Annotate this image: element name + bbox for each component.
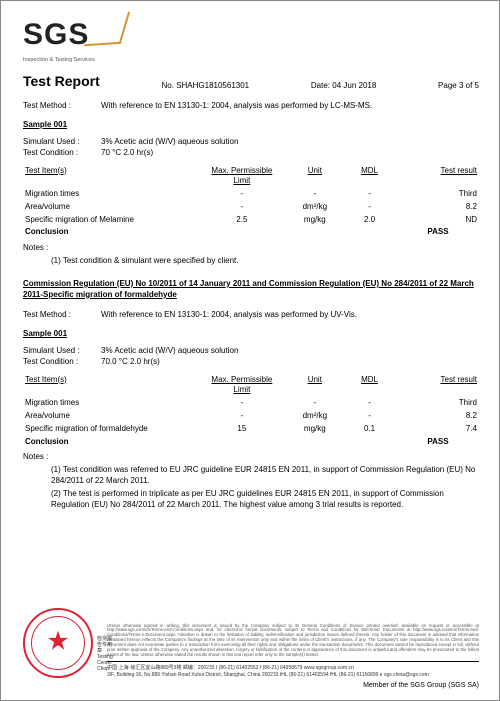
divider <box>107 661 479 662</box>
report-number: No. SHAHG1810561301 <box>162 81 250 92</box>
condition-row: Test Condition : 70 °C 2.0 hr(s) <box>23 148 479 159</box>
simulant-row: Simulant Used : 3% Acetic acid (W/V) aqu… <box>23 137 479 148</box>
report-page: Page 3 of 5 <box>438 81 479 92</box>
disclaimer-text: Unless otherwise agreed in writing, this… <box>107 624 479 659</box>
notes-block-2: Notes : (1) Test condition was referred … <box>23 452 479 510</box>
results-table-2: Test Item(s) Max. PermissibleLimit Unit … <box>23 374 479 449</box>
address-line-1: 中国·上海·徐汇区宜山路889号3楼 邮编：200233 t (86-21) 6… <box>107 665 479 672</box>
report-date: Date: 04 Jun 2018 <box>311 81 376 92</box>
table-row: Area/volume-dm²/kg-8.2 <box>23 201 479 214</box>
table-header-row: Test Item(s) Max. PermissibleLimit Unit … <box>23 165 479 189</box>
address-line-2: 3/F, Building 16, No.889 Yishan Road Xuh… <box>107 672 479 679</box>
report-title: Test Report <box>23 72 100 91</box>
table-row: Area/volume-dm²/kg-8.2 <box>23 410 479 423</box>
section-melamine: Test Method : With reference to EN 13130… <box>23 101 479 267</box>
member-line: Member of the SGS Group (SGS SA) <box>23 681 479 690</box>
table-row: Specific migration of Melamine2.5mg/kg2.… <box>23 214 479 227</box>
table-header-row: Test Item(s) Max. PermissibleLimit Unit … <box>23 374 479 398</box>
logo-subline: Inspection & Testing Services <box>23 57 479 64</box>
sample-id: Sample 001 <box>23 329 479 340</box>
test-method-row: Test Method : With reference to EN 13130… <box>23 310 479 321</box>
conclusion-row: ConclusionPASS <box>23 226 479 239</box>
table-row: Specific migration of formaldehyde15mg/k… <box>23 423 479 436</box>
conclusion-row: ConclusionPASS <box>23 436 479 449</box>
logo-tick-icon <box>84 12 130 46</box>
notes-block-1: Notes : (1) Test condition & simulant we… <box>23 243 479 267</box>
company-seal: ★ 检测报告专用章 Testing Center Chop <box>23 608 93 678</box>
section-formaldehyde: Test Method : With reference to EN 13130… <box>23 310 479 510</box>
note-item: (1) Test condition was referred to EU JR… <box>23 465 479 487</box>
simulant-row: Simulant Used : 3% Acetic acid (W/V) aqu… <box>23 346 479 357</box>
table-row: Migration times---Third <box>23 397 479 410</box>
star-icon: ★ <box>46 624 69 659</box>
condition-row: Test Condition : 70.0 °C 2.0 hr(s) <box>23 357 479 368</box>
table-row: Migration times---Third <box>23 188 479 201</box>
note-item: (1) Test condition & simulant were speci… <box>23 256 479 267</box>
test-report-page: SGS Inspection & Testing Services Test R… <box>0 0 500 701</box>
test-method-row: Test Method : With reference to EN 13130… <box>23 101 479 112</box>
sgs-logo: SGS <box>23 15 133 55</box>
sample-id: Sample 001 <box>23 120 479 131</box>
regulation-title: Commission Regulation (EU) No 10/2011 of… <box>23 279 479 301</box>
note-item: (2) The test is performed in triplicate … <box>23 489 479 511</box>
page-footer: ★ 检测报告专用章 Testing Center Chop Unless oth… <box>23 624 479 691</box>
logo-text: SGS <box>23 18 89 51</box>
report-header: Test Report No. SHAHG1810561301 Date: 04… <box>23 72 479 91</box>
seal-labels: 检测报告专用章 Testing Center Chop <box>97 636 113 672</box>
results-table-1: Test Item(s) Max. PermissibleLimit Unit … <box>23 165 479 240</box>
